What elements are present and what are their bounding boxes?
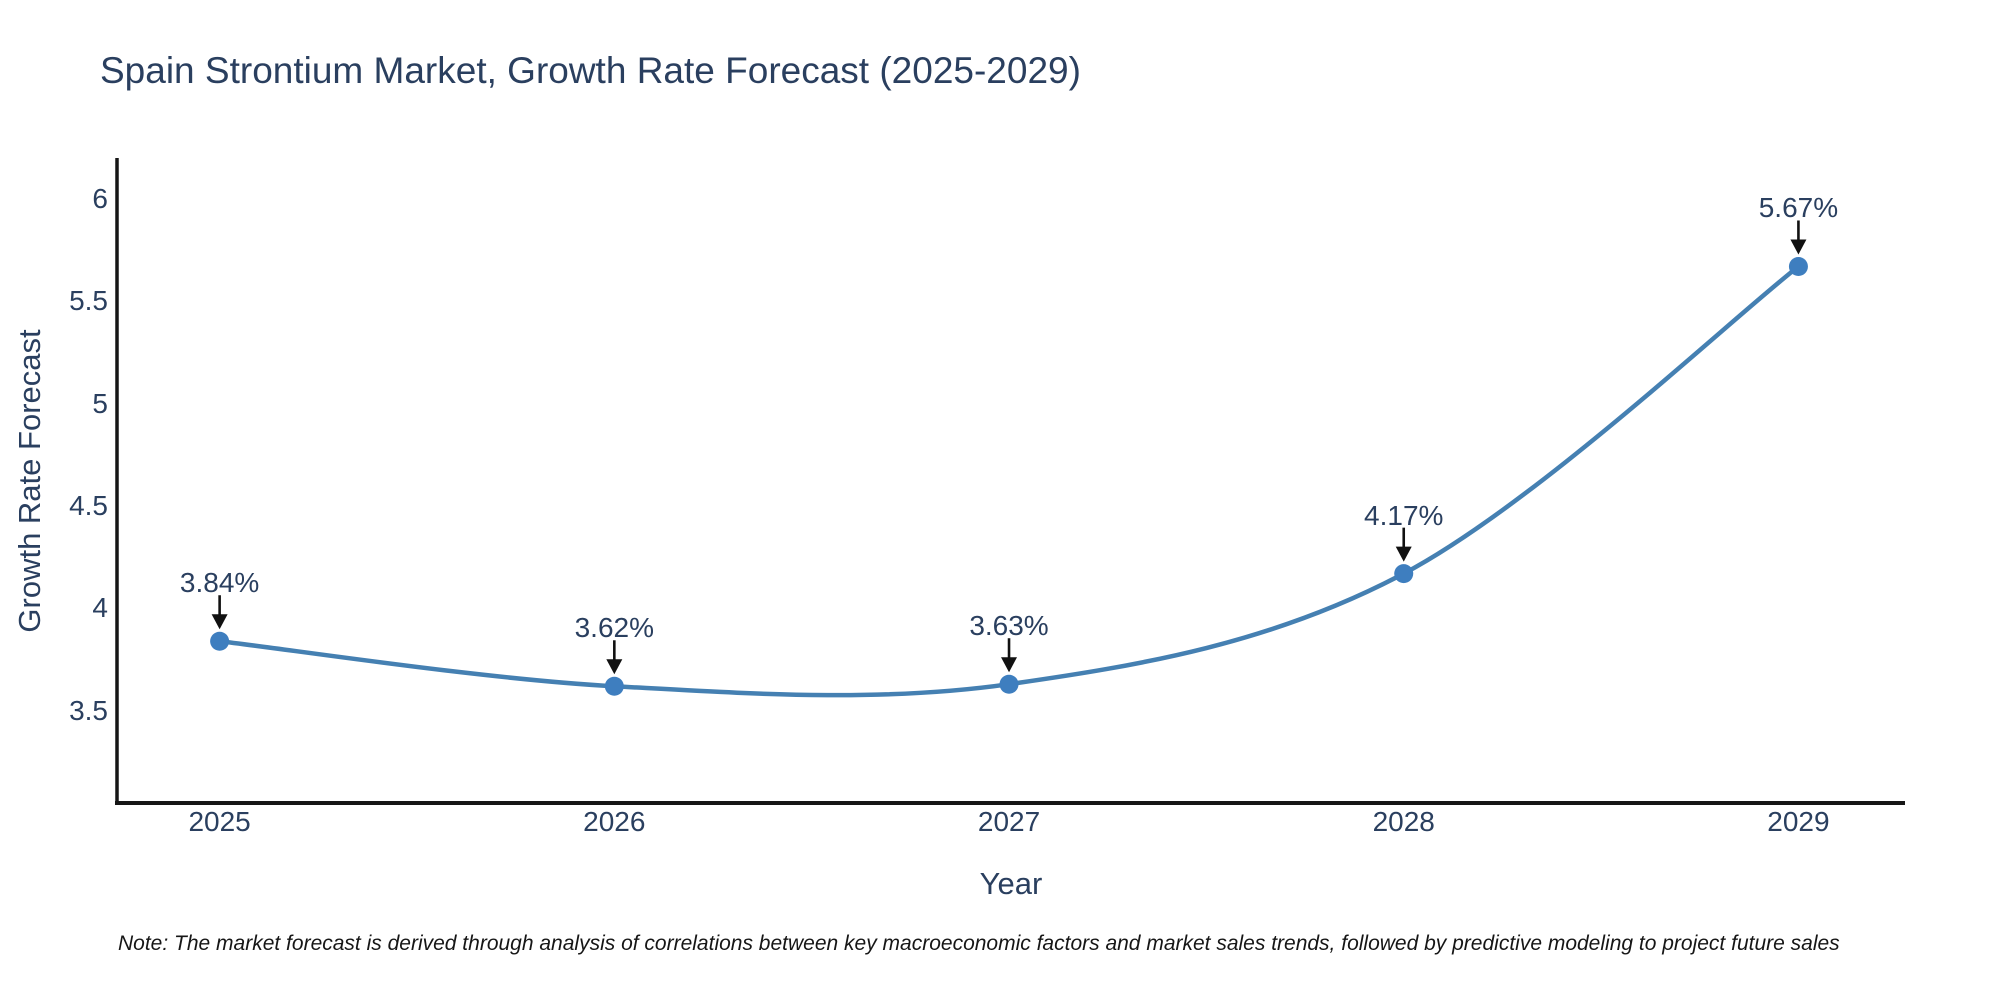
trend-line (217, 264, 1801, 698)
chart-title: Spain Strontium Market, Growth Rate Fore… (100, 50, 1081, 91)
y-tick-label: 4.5 (69, 490, 108, 522)
annotation-arrowhead (1001, 657, 1018, 673)
y-tick-label: 5.5 (69, 285, 108, 317)
x-tick-label: 2028 (1372, 806, 1435, 837)
y-tick-label: 3.5 (69, 694, 108, 726)
annotation-arrowhead (606, 659, 623, 675)
y-axis-title: Growth Rate Forecast (12, 329, 47, 633)
data-point-marker[interactable] (1394, 564, 1414, 584)
x-tick-label: 2026 (583, 806, 646, 837)
y-tick-label: 6 (92, 182, 108, 214)
annotation-arrowhead (1395, 546, 1412, 562)
data-point-marker[interactable] (604, 676, 624, 696)
data-point-marker[interactable] (999, 674, 1019, 694)
data-point-label: 4.17% (1364, 499, 1444, 531)
y-tick-label: 4 (92, 592, 108, 624)
x-tick-label: 2025 (188, 806, 251, 837)
data-point-label: 3.84% (179, 567, 260, 599)
data-point-label: 3.63% (969, 610, 1049, 642)
data-point-label: 3.62% (574, 612, 655, 644)
data-point-marker[interactable] (1788, 256, 1808, 276)
y-tick-label: 5 (92, 387, 108, 419)
data-point-marker[interactable] (210, 631, 230, 651)
footnote-text: Note: The market forecast is derived thr… (118, 932, 1840, 955)
x-tick-label: 2027 (977, 806, 1041, 837)
data-point-label: 5.67% (1758, 192, 1839, 224)
annotation-arrowhead (211, 614, 228, 630)
x-axis-title: Year (979, 866, 1043, 901)
annotation-arrowhead (1790, 239, 1807, 255)
x-tick-label: 2029 (1767, 806, 1830, 837)
